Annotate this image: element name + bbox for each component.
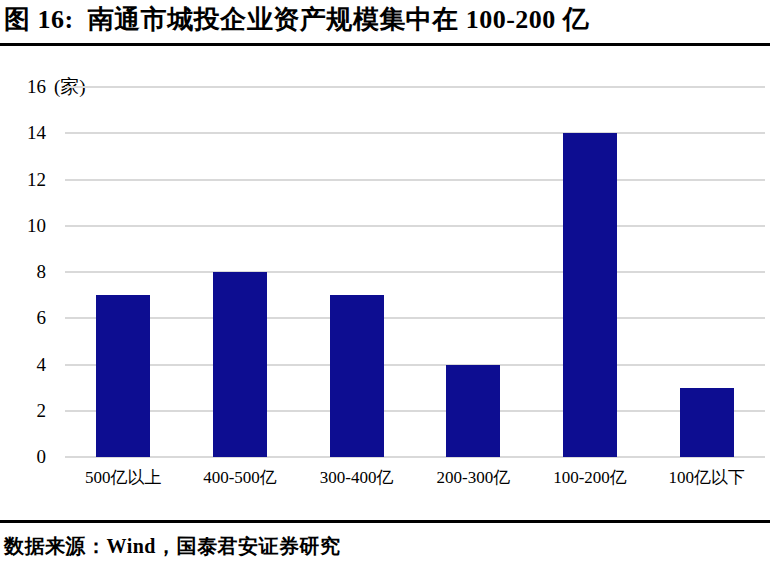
x-axis-tick-label: 100亿以下 [648, 466, 765, 490]
y-axis-tick-label: 8 [0, 261, 46, 283]
gridline [65, 271, 765, 273]
title-rule [0, 43, 770, 46]
y-axis-tick-label: 14 [0, 122, 46, 144]
bar-100-200亿 [563, 133, 617, 457]
gridline [65, 179, 765, 181]
x-axis-tick-label: 300-400亿 [298, 466, 415, 490]
figure-panel: 图 16: 南通市城投企业资产规模集中在 100-200 亿 (家) 02468… [0, 0, 770, 577]
y-axis-tick-label: 4 [0, 354, 46, 376]
bar-500亿以上 [96, 295, 150, 457]
gridline [65, 364, 765, 366]
y-axis-tick-label: 12 [0, 169, 46, 191]
y-axis-tick-label: 0 [0, 446, 46, 468]
gridline [65, 410, 765, 412]
y-axis-tick-label: 16 [0, 76, 46, 98]
bar-300-400亿 [330, 295, 384, 457]
x-axis-baseline [65, 456, 765, 458]
data-source: 数据来源：Wind，国泰君安证券研究 [4, 533, 340, 560]
footer-rule [0, 520, 770, 523]
y-axis-tick-label: 2 [0, 400, 46, 422]
x-axis-tick-label: 500亿以上 [65, 466, 182, 490]
gridline [65, 317, 765, 319]
figure-title: 图 16: 南通市城投企业资产规模集中在 100-200 亿 [4, 2, 764, 37]
x-axis-tick-label: 100-200亿 [532, 466, 649, 490]
plot-area [65, 87, 765, 457]
x-axis-tick-label: 400-500亿 [182, 466, 299, 490]
gridline [65, 132, 765, 134]
y-axis-tick-label: 6 [0, 307, 46, 329]
bar-400-500亿 [213, 272, 267, 457]
x-axis-tick-label: 200-300亿 [415, 466, 532, 490]
bar-100亿以下 [680, 388, 734, 457]
bar-chart: (家) 0246810121416 500亿以上400-500亿300-400亿… [0, 50, 770, 510]
gridline [65, 225, 765, 227]
bar-200-300亿 [446, 365, 500, 458]
gridline [65, 86, 765, 88]
y-axis-tick-label: 10 [0, 215, 46, 237]
